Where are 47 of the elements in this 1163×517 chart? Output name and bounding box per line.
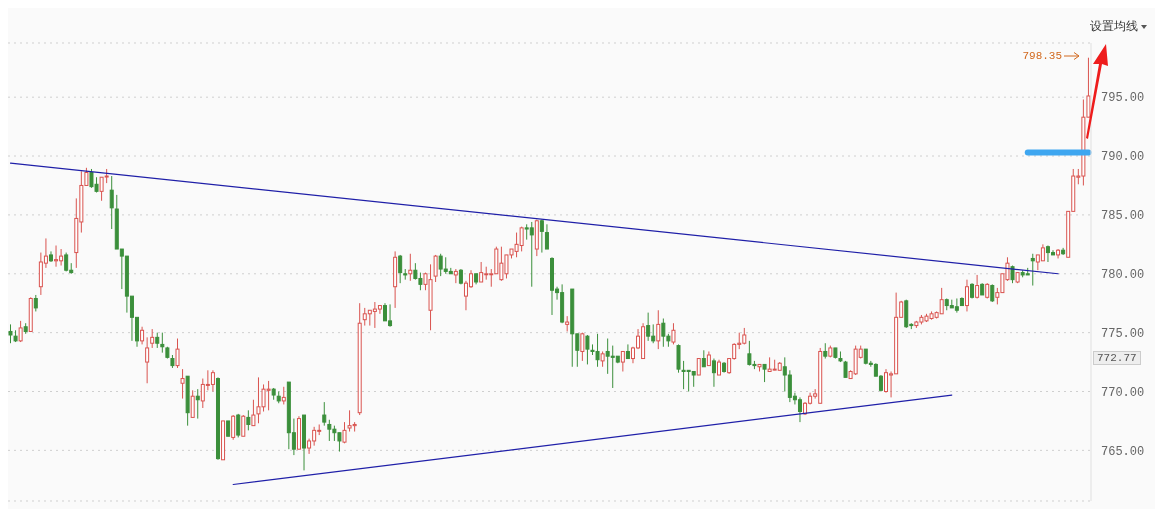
candlestick: [145, 336, 150, 384]
candlestick: [964, 279, 969, 312]
candlestick: [408, 253, 413, 282]
annotation: 798.35: [1022, 49, 1063, 62]
candlestick: [210, 369, 215, 392]
candlestick: [246, 409, 251, 431]
y-tick-label: 790.00: [1101, 150, 1145, 165]
candlestick: [433, 254, 438, 283]
y-tick-label: 770.00: [1101, 385, 1145, 400]
candlestick: [377, 305, 382, 315]
text: 设置均线: [1090, 18, 1138, 35]
candlestick: [625, 343, 630, 360]
candlestick: [54, 245, 59, 268]
candlestick: [797, 396, 802, 423]
candlestick: [671, 322, 676, 345]
candlestick: [656, 309, 661, 350]
candlestick: [175, 338, 180, 369]
candlestick: [711, 358, 716, 388]
candlestick: [529, 221, 534, 288]
candlestick: [585, 334, 590, 365]
candlestick: [150, 328, 155, 349]
y-tick-label: 780.00: [1101, 268, 1145, 283]
y-tick-label: 765.00: [1101, 444, 1145, 459]
candlestick: [676, 343, 681, 374]
text: 772.77: [1093, 350, 1141, 365]
candlestick: [479, 261, 484, 283]
candlestick: [190, 389, 195, 418]
candlestick: [884, 368, 889, 394]
candlestick: [180, 368, 185, 400]
candlestick: [544, 223, 549, 250]
candlestick: [398, 254, 403, 284]
candlestick: [8, 323, 13, 344]
candlestick: [954, 297, 959, 314]
candlestick: [109, 175, 114, 230]
y-tick-label: 775.00: [1101, 326, 1145, 341]
y-tick-label: 795.00: [1101, 91, 1145, 106]
candlestick: [580, 332, 585, 362]
y-tick-label: 785.00: [1101, 209, 1145, 224]
candlestick: [241, 414, 246, 437]
candlestick: [1030, 253, 1035, 287]
candlestick: [195, 388, 200, 420]
candlestick: [620, 350, 625, 372]
candlestick: [646, 312, 651, 342]
candlestick: [231, 414, 236, 441]
candlestick: [539, 219, 544, 254]
candlestick: [322, 401, 327, 427]
candlestick: [160, 332, 165, 354]
